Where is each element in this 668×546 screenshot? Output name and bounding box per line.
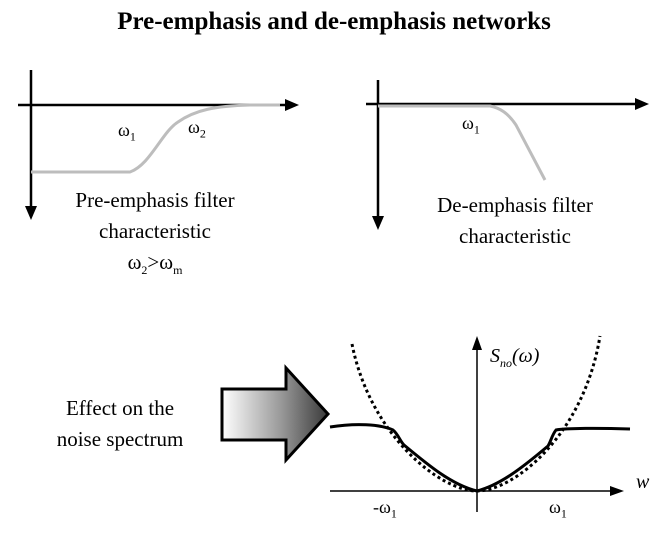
pre-w2-label: ω2 [188, 117, 206, 141]
pre-w1-label: ω1 [118, 120, 136, 144]
effect-caption: Effect on the noise spectrum [56, 396, 184, 451]
pre-condition-label: ω2>ωm [127, 250, 183, 278]
pre-emphasis-caption: Pre-emphasis filter characteristic ω2>ωm [20, 185, 290, 286]
noise-parabola-dotted [350, 335, 602, 493]
de-emphasis-curve [378, 104, 547, 181]
de-emphasis-axes [366, 80, 649, 230]
page-title: Pre-emphasis and de-emphasis networks [117, 8, 551, 35]
noise-spectrum-solid [329, 423, 631, 493]
de-emphasis-caption: De-emphasis filter characteristic [437, 193, 593, 248]
de-w1-label: ω1 [462, 113, 480, 137]
noise-psd-label: Sno(ω) [490, 345, 540, 370]
neg-w1-label: -ω1 [373, 497, 397, 521]
effect-arrow-icon [220, 364, 331, 464]
pos-w1-label: ω1 [549, 497, 567, 521]
pre-emphasis-curve [31, 103, 280, 174]
frequency-axis-label: w [636, 471, 650, 493]
